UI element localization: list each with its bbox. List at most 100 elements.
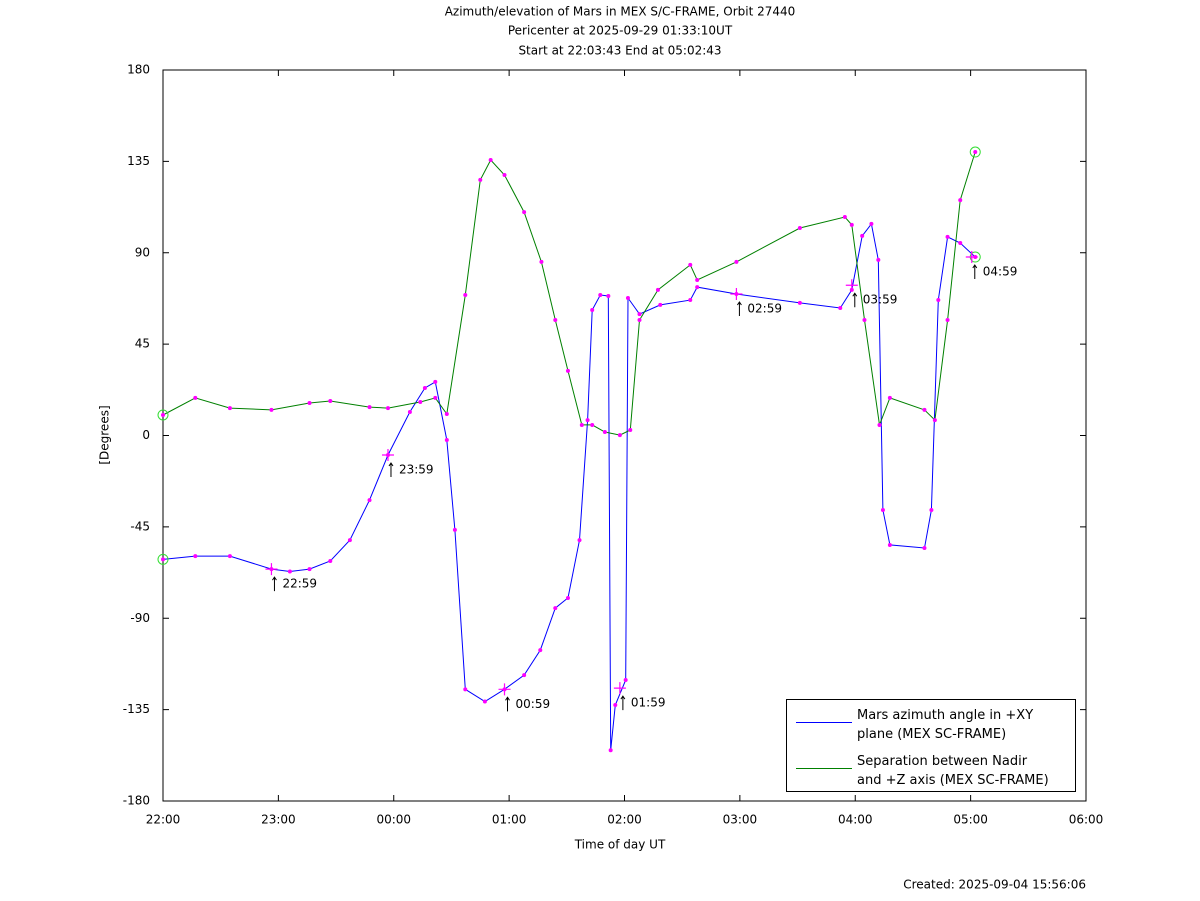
y-axis-label: [Degrees] — [98, 405, 112, 464]
point-marker — [945, 234, 950, 239]
point-marker — [590, 422, 595, 427]
point-marker — [613, 702, 618, 707]
point-marker — [478, 177, 483, 182]
y-tick-label: -90 — [130, 611, 150, 625]
annotation: 03:59 — [863, 293, 898, 307]
point-marker — [347, 538, 352, 543]
point-marker — [877, 422, 882, 427]
point-marker — [307, 567, 312, 572]
legend-label: Mars azimuth angle in +XY plane (MEX SC-… — [857, 708, 1034, 742]
y-tick-label: 90 — [135, 245, 150, 259]
point-marker — [307, 401, 312, 406]
point-marker — [367, 498, 372, 503]
point-marker — [193, 395, 198, 400]
point-marker — [797, 300, 802, 305]
point-marker — [565, 595, 570, 600]
point-marker — [842, 215, 847, 220]
end-marker — [969, 146, 981, 158]
point-marker — [193, 554, 198, 559]
point-marker — [590, 308, 595, 313]
legend-swatch — [796, 722, 852, 723]
point-marker — [482, 699, 487, 704]
y-tick-label: 135 — [127, 154, 150, 168]
point-marker — [452, 527, 457, 532]
point-marker — [585, 418, 590, 423]
point-marker — [539, 259, 544, 264]
x-tick-label: 03:00 — [723, 813, 758, 827]
chart-subtitle: Start at 22:03:43 End at 05:02:43 — [518, 44, 721, 58]
point-marker — [463, 292, 468, 297]
point-marker — [227, 554, 232, 559]
point-marker — [522, 673, 527, 678]
point-marker — [522, 210, 527, 215]
x-tick-label: 00:00 — [376, 813, 411, 827]
x-tick-label: 23:00 — [261, 813, 296, 827]
annotation-cross — [613, 682, 626, 695]
point-marker — [658, 302, 663, 307]
annotation-cross — [845, 279, 858, 292]
y-tick-label: -45 — [130, 519, 150, 533]
point-marker — [433, 379, 438, 384]
point-marker — [161, 412, 165, 417]
point-marker — [463, 687, 468, 692]
end-marker — [157, 553, 169, 565]
x-tick-label: 06:00 — [1069, 813, 1104, 827]
point-marker — [880, 508, 885, 513]
x-axis-label: Time of day UT — [574, 838, 666, 852]
annotation-cross — [730, 287, 743, 300]
annotation: 02:59 — [747, 301, 782, 315]
point-marker — [887, 395, 892, 400]
point-marker — [565, 368, 570, 373]
annotation: 22:59 — [282, 577, 317, 591]
annotation: 01:59 — [631, 696, 666, 710]
point-marker — [608, 748, 613, 753]
point-marker — [958, 198, 963, 203]
point-marker — [945, 317, 950, 322]
point-marker — [936, 298, 941, 303]
annotation: 00:59 — [516, 697, 551, 711]
point-marker — [688, 262, 693, 267]
chart-subtitle: Pericenter at 2025-09-29 01:33:10UT — [508, 24, 733, 38]
point-marker — [973, 150, 978, 155]
point-marker — [849, 222, 854, 227]
point-marker — [602, 430, 607, 435]
point-marker — [227, 406, 232, 411]
point-marker — [922, 407, 927, 412]
point-marker — [695, 277, 700, 282]
point-marker — [269, 407, 274, 412]
point-marker — [444, 411, 449, 416]
annotation-arrow — [972, 264, 978, 280]
chart-title: Azimuth/elevation of Mars in MEX S/C-FRA… — [445, 5, 796, 19]
point-marker — [958, 241, 963, 246]
point-marker — [433, 395, 438, 400]
point-marker — [797, 225, 802, 230]
annotation-arrow — [388, 462, 394, 477]
y-tick-label: 0 — [142, 428, 150, 442]
point-marker — [579, 422, 584, 427]
point-marker — [553, 606, 558, 611]
point-marker — [838, 305, 843, 310]
point-marker — [538, 648, 543, 653]
point-marker — [287, 569, 292, 574]
x-tick-label: 05:00 — [953, 813, 988, 827]
point-marker — [860, 233, 865, 238]
point-marker — [385, 406, 390, 411]
plot-frame — [162, 69, 1087, 802]
annotation-cross — [265, 563, 278, 576]
point-marker — [553, 317, 558, 322]
y-tick-label: 180 — [127, 63, 150, 77]
annotation-arrow — [620, 695, 626, 711]
point-marker — [637, 317, 642, 322]
annotation-cross — [498, 683, 511, 696]
y-tick-label: -180 — [123, 794, 150, 808]
x-tick-label: 22:00 — [146, 813, 181, 827]
annotation-arrow — [272, 576, 277, 592]
point-marker — [488, 157, 493, 162]
point-marker — [606, 294, 611, 299]
point-marker — [407, 409, 412, 414]
point-marker — [695, 285, 700, 290]
point-marker — [367, 405, 372, 410]
point-marker — [598, 292, 603, 297]
point-marker — [328, 558, 333, 563]
point-marker — [932, 418, 937, 423]
